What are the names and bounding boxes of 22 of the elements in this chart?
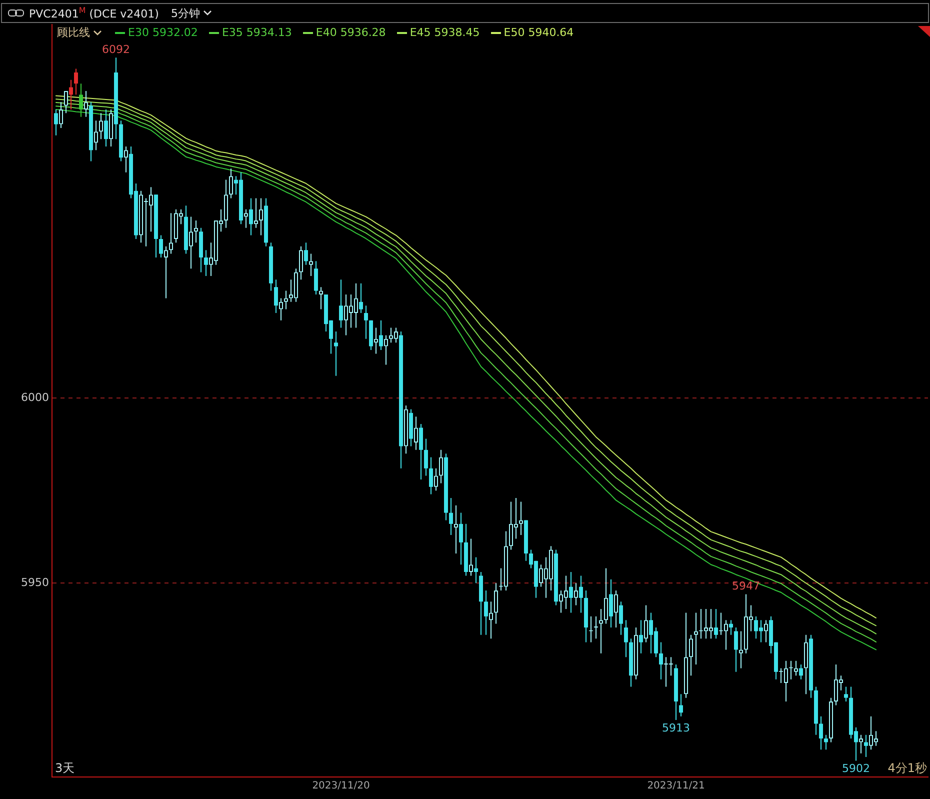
annotation: 6092 — [102, 43, 130, 56]
y-tick-label: 6000 — [21, 390, 49, 404]
legend-label: E40 5936.28 — [316, 26, 386, 39]
legend-title: 顾比线 — [57, 25, 90, 40]
chart-title: PVC2401$^{M}$ (DCE v2401) — [29, 6, 159, 20]
annotation: 5902 — [842, 762, 870, 776]
legend-label: E35 5934.13 — [222, 26, 292, 39]
candlestick — [334, 331, 338, 376]
annotation: 5913 — [662, 721, 690, 734]
candlestick — [599, 609, 603, 654]
legend-label: E30 5932.02 — [128, 26, 198, 39]
y-tick-label: 5950 — [21, 576, 49, 589]
annotation: 3天 — [55, 761, 75, 776]
legend-label: E45 5938.45 — [410, 26, 480, 39]
candlestick — [594, 616, 598, 639]
text: 4分1秒 — [888, 761, 927, 776]
x-tick-label: 2023/11/20 — [312, 780, 370, 792]
x-tick-label: 2023/11/21 — [647, 780, 705, 792]
chart-subtitle: 5分钟 — [170, 6, 200, 20]
annotation: 5947 — [732, 580, 760, 593]
legend-label: E50 5940.64 — [504, 26, 574, 39]
candlestick — [694, 612, 698, 665]
